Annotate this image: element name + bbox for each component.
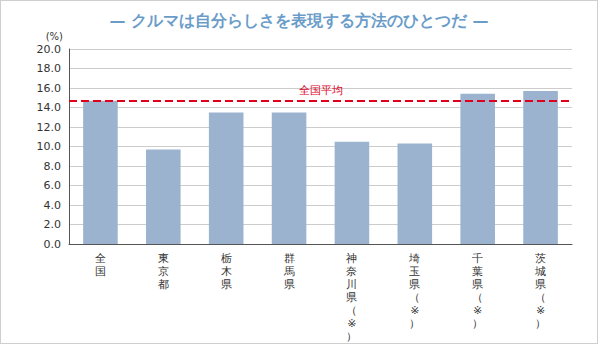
svg-text:千: 千 (472, 252, 483, 265)
svg-text:神: 神 (346, 252, 357, 265)
svg-text:群: 群 (284, 252, 295, 265)
svg-text:）: ） (535, 317, 546, 330)
svg-text:※: ※ (347, 317, 356, 330)
svg-text:京: 京 (158, 265, 169, 278)
svg-text:— クルマは自分らしさを表現する方法のひとつだ —: — クルマは自分らしさを表現する方法のひとつだ — (109, 11, 488, 30)
svg-text:0.0: 0.0 (44, 238, 62, 251)
svg-text:（: （ (409, 291, 420, 304)
svg-text:）: ） (409, 317, 420, 330)
svg-text:玉: 玉 (409, 265, 420, 278)
svg-text:12.0: 12.0 (37, 121, 62, 134)
svg-text:県: 県 (346, 291, 357, 304)
svg-text:木: 木 (221, 265, 232, 278)
svg-text:8.0: 8.0 (44, 160, 62, 173)
svg-text:16.0: 16.0 (37, 82, 62, 95)
svg-text:※: ※ (410, 304, 419, 317)
svg-text:※: ※ (536, 304, 545, 317)
svg-text:（: （ (472, 291, 483, 304)
svg-text:県: 県 (221, 278, 232, 291)
svg-text:10.0: 10.0 (37, 140, 62, 153)
svg-text:全国平均: 全国平均 (299, 84, 343, 97)
svg-text:埼: 埼 (408, 252, 420, 265)
svg-text:城: 城 (534, 265, 546, 278)
svg-text:※: ※ (473, 304, 482, 317)
svg-text:（: （ (535, 291, 546, 304)
svg-text:18.0: 18.0 (37, 62, 62, 75)
svg-text:県: 県 (284, 278, 295, 291)
svg-text:奈: 奈 (346, 265, 357, 278)
svg-text:20.0: 20.0 (37, 43, 62, 56)
svg-text:県: 県 (409, 278, 420, 291)
svg-text:6.0: 6.0 (44, 179, 62, 192)
svg-text:葉: 葉 (472, 265, 483, 278)
svg-text:4.0: 4.0 (44, 199, 62, 212)
svg-text:県: 県 (472, 278, 483, 291)
svg-text:県: 県 (535, 278, 546, 291)
svg-text:）: ） (346, 330, 357, 343)
svg-text:馬: 馬 (283, 265, 295, 278)
svg-text:2.0: 2.0 (44, 218, 62, 231)
svg-text:都: 都 (158, 278, 169, 291)
svg-text:東: 東 (158, 252, 169, 265)
svg-text:川: 川 (346, 278, 357, 291)
svg-text:全: 全 (95, 252, 106, 265)
svg-text:（: （ (346, 304, 357, 317)
svg-text:国: 国 (95, 265, 106, 278)
svg-text:）: ） (472, 317, 483, 330)
svg-text:栃: 栃 (221, 252, 232, 265)
svg-text:(%): (%) (46, 31, 63, 42)
svg-text:茨: 茨 (535, 252, 546, 265)
svg-text:14.0: 14.0 (37, 101, 62, 114)
